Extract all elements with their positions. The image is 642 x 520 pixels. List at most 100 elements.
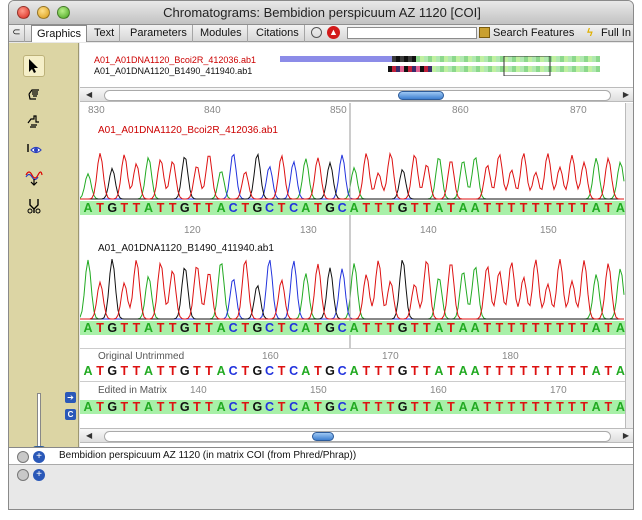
base-T[interactable]: T	[604, 321, 613, 335]
base-T[interactable]: T	[362, 364, 371, 378]
tab-parameters[interactable]: Parameters	[125, 25, 193, 42]
base-T[interactable]: T	[205, 400, 213, 414]
base-T[interactable]: T	[543, 321, 552, 335]
base-G[interactable]: G	[179, 364, 190, 378]
base-T[interactable]: T	[241, 400, 250, 414]
base-T[interactable]: T	[193, 400, 201, 414]
base-G[interactable]: G	[252, 364, 263, 378]
base-T[interactable]: T	[314, 321, 322, 335]
base-T[interactable]: T	[495, 321, 504, 335]
base-T[interactable]: T	[495, 364, 504, 378]
base-A[interactable]: A	[615, 400, 625, 414]
base-A[interactable]: A	[615, 321, 625, 335]
base-T[interactable]: T	[422, 364, 431, 378]
base-T[interactable]: T	[241, 321, 250, 335]
base-A[interactable]: A	[349, 400, 359, 414]
base-A[interactable]: A	[301, 364, 311, 378]
base-T[interactable]: T	[580, 201, 588, 215]
plus-icon[interactable]: +	[33, 451, 45, 463]
base-T[interactable]: T	[386, 201, 395, 215]
scroll-thumb[interactable]	[398, 91, 444, 100]
hand-point-tool-icon[interactable]	[23, 111, 45, 133]
base-T[interactable]: T	[96, 201, 104, 215]
base-A[interactable]: A	[216, 321, 226, 335]
top-horizontal-scrollbar[interactable]: ◀ ▶	[80, 87, 633, 102]
scissors-tool-icon[interactable]	[23, 195, 45, 217]
base-C[interactable]: C	[289, 364, 299, 378]
base-T[interactable]: T	[193, 321, 201, 335]
base-T[interactable]: T	[604, 364, 613, 378]
base-T[interactable]: T	[374, 321, 383, 335]
base-T[interactable]: T	[519, 201, 528, 215]
base-T[interactable]: T	[580, 321, 588, 335]
base-A[interactable]: A	[83, 201, 93, 215]
base-A[interactable]: A	[591, 321, 601, 335]
base-T[interactable]: T	[495, 400, 504, 414]
base-G[interactable]: G	[107, 201, 118, 215]
base-C[interactable]: C	[289, 400, 299, 414]
base-G[interactable]: G	[179, 400, 190, 414]
base-T[interactable]: T	[120, 201, 129, 215]
base-A[interactable]: A	[434, 321, 444, 335]
close-window-button[interactable]	[17, 6, 30, 19]
base-A[interactable]: A	[216, 364, 226, 378]
base-A[interactable]: A	[615, 364, 625, 378]
base-T[interactable]: T	[507, 201, 516, 215]
base-T[interactable]: T	[483, 201, 492, 215]
vertical-scrollbar[interactable]	[625, 103, 633, 443]
plus-icon[interactable]: +	[33, 469, 45, 481]
base-T[interactable]: T	[519, 400, 528, 414]
base-G[interactable]: G	[397, 364, 408, 378]
base-A[interactable]: A	[216, 201, 226, 215]
base-T[interactable]: T	[132, 201, 141, 215]
base-T[interactable]: T	[156, 400, 165, 414]
base-T[interactable]: T	[277, 364, 286, 378]
base-A[interactable]: A	[470, 201, 480, 215]
base-T[interactable]: T	[362, 201, 371, 215]
base-C[interactable]: C	[289, 201, 299, 215]
scroll-left-icon[interactable]: ◀	[86, 431, 93, 440]
base-G[interactable]: G	[397, 321, 408, 335]
base-C[interactable]: C	[264, 400, 275, 414]
base-G[interactable]: G	[252, 400, 263, 414]
consensus-icon[interactable]: C	[65, 409, 76, 420]
tab-graphics[interactable]: Graphics	[31, 25, 88, 42]
base-C[interactable]: C	[337, 321, 347, 335]
tab-text[interactable]: Text	[89, 25, 121, 42]
base-C[interactable]: C	[337, 201, 347, 215]
base-T[interactable]: T	[314, 400, 322, 414]
base-T[interactable]: T	[580, 400, 588, 414]
base-T[interactable]: T	[314, 364, 322, 378]
base-C[interactable]: C	[337, 400, 347, 414]
base-C[interactable]: C	[228, 364, 238, 378]
minimize-window-button[interactable]	[37, 6, 50, 19]
base-A[interactable]: A	[470, 400, 480, 414]
base-T[interactable]: T	[193, 201, 201, 215]
base-C[interactable]: C	[337, 364, 347, 378]
base-T[interactable]: T	[556, 321, 564, 335]
base-A[interactable]: A	[83, 321, 93, 335]
base-C[interactable]: C	[228, 321, 238, 335]
base-A[interactable]: A	[349, 364, 359, 378]
base-T[interactable]: T	[483, 400, 492, 414]
base-T[interactable]: T	[205, 321, 213, 335]
wave-tool-icon[interactable]	[23, 167, 45, 189]
base-T[interactable]: T	[531, 364, 540, 378]
base-T[interactable]: T	[531, 201, 540, 215]
base-T[interactable]: T	[422, 201, 431, 215]
base-T[interactable]: T	[386, 400, 395, 414]
base-T[interactable]: T	[277, 201, 286, 215]
base-A[interactable]: A	[143, 364, 154, 378]
overview-viewport-box[interactable]	[503, 56, 551, 76]
base-T[interactable]: T	[543, 400, 552, 414]
base-T[interactable]: T	[120, 364, 129, 378]
eject-icon[interactable]	[17, 469, 29, 481]
base-A[interactable]: A	[458, 400, 468, 414]
base-T[interactable]: T	[156, 321, 165, 335]
base-G[interactable]: G	[179, 321, 190, 335]
base-A[interactable]: A	[349, 201, 359, 215]
bottom-horizontal-scrollbar[interactable]: ◀ ▶	[80, 428, 633, 443]
base-T[interactable]: T	[568, 400, 576, 414]
base-A[interactable]: A	[83, 400, 93, 414]
